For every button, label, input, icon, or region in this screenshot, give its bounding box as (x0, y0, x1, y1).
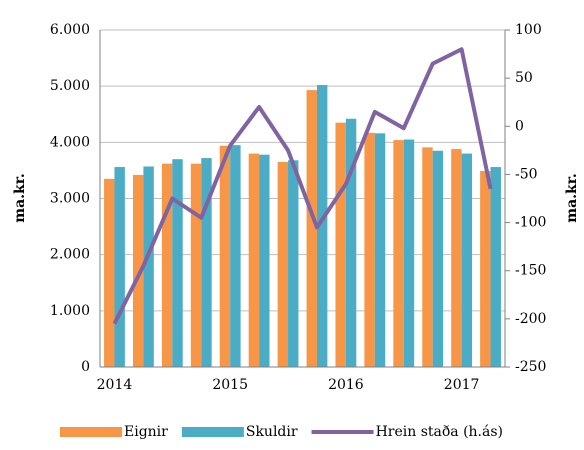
y-tick-label: 5.000 (50, 78, 90, 94)
bar (132, 174, 144, 367)
y-tick-label: 3.000 (50, 191, 90, 207)
legend-swatch (181, 427, 244, 437)
bar (432, 150, 444, 367)
bar (461, 153, 473, 367)
line (112, 47, 493, 325)
bar (335, 122, 346, 367)
y-axis-label: ma.kr. (12, 173, 28, 222)
bar (316, 85, 328, 367)
y-tick-label: 6.000 (50, 22, 90, 38)
legend-label: Eignir (124, 424, 168, 440)
y-tick-label: 4.000 (50, 134, 90, 150)
bar (143, 166, 154, 367)
x-tick-label: 2015 (212, 377, 248, 393)
legend-label: Skuldir (246, 424, 298, 440)
bar (172, 159, 183, 367)
y2-tick-label: -50 (515, 166, 538, 182)
y2-tick-label: -100 (515, 215, 546, 231)
bar (114, 167, 125, 367)
y2-tick-label: 0 (515, 118, 524, 134)
y2-tick-label: 50 (515, 70, 533, 86)
y2-tick-label: -200 (515, 311, 546, 327)
bar (374, 133, 386, 367)
bar (104, 178, 115, 367)
bar (393, 140, 404, 367)
bar (219, 145, 231, 367)
legend-swatch (60, 427, 122, 437)
bar (161, 163, 173, 367)
bar (306, 90, 317, 368)
y-tick-label: 2.000 (50, 247, 90, 263)
x-tick-label: 2014 (97, 377, 133, 393)
bar (422, 147, 433, 367)
bar (230, 145, 241, 367)
bar (364, 132, 375, 367)
y2-axis-label: ma.kr. (564, 173, 580, 222)
bar (288, 160, 299, 367)
y2-tick-label: -250 (515, 359, 546, 375)
bar (480, 170, 491, 367)
y2-tick-label: -150 (515, 263, 546, 279)
x-tick-label: 2017 (444, 377, 480, 393)
bar (490, 167, 501, 367)
bar (403, 139, 415, 367)
bar (259, 154, 270, 367)
bar (345, 118, 357, 367)
bar (248, 153, 260, 367)
y-tick-label: 1.000 (50, 303, 90, 319)
bar (190, 163, 202, 367)
legend-label: Hrein staða (h.ás) (376, 424, 503, 440)
bar (277, 161, 289, 367)
x-tick-label: 2016 (328, 377, 364, 393)
y-tick-label: 0 (81, 359, 90, 375)
bar (451, 149, 462, 367)
y2-tick-label: 100 (515, 22, 542, 38)
bar (201, 158, 212, 367)
